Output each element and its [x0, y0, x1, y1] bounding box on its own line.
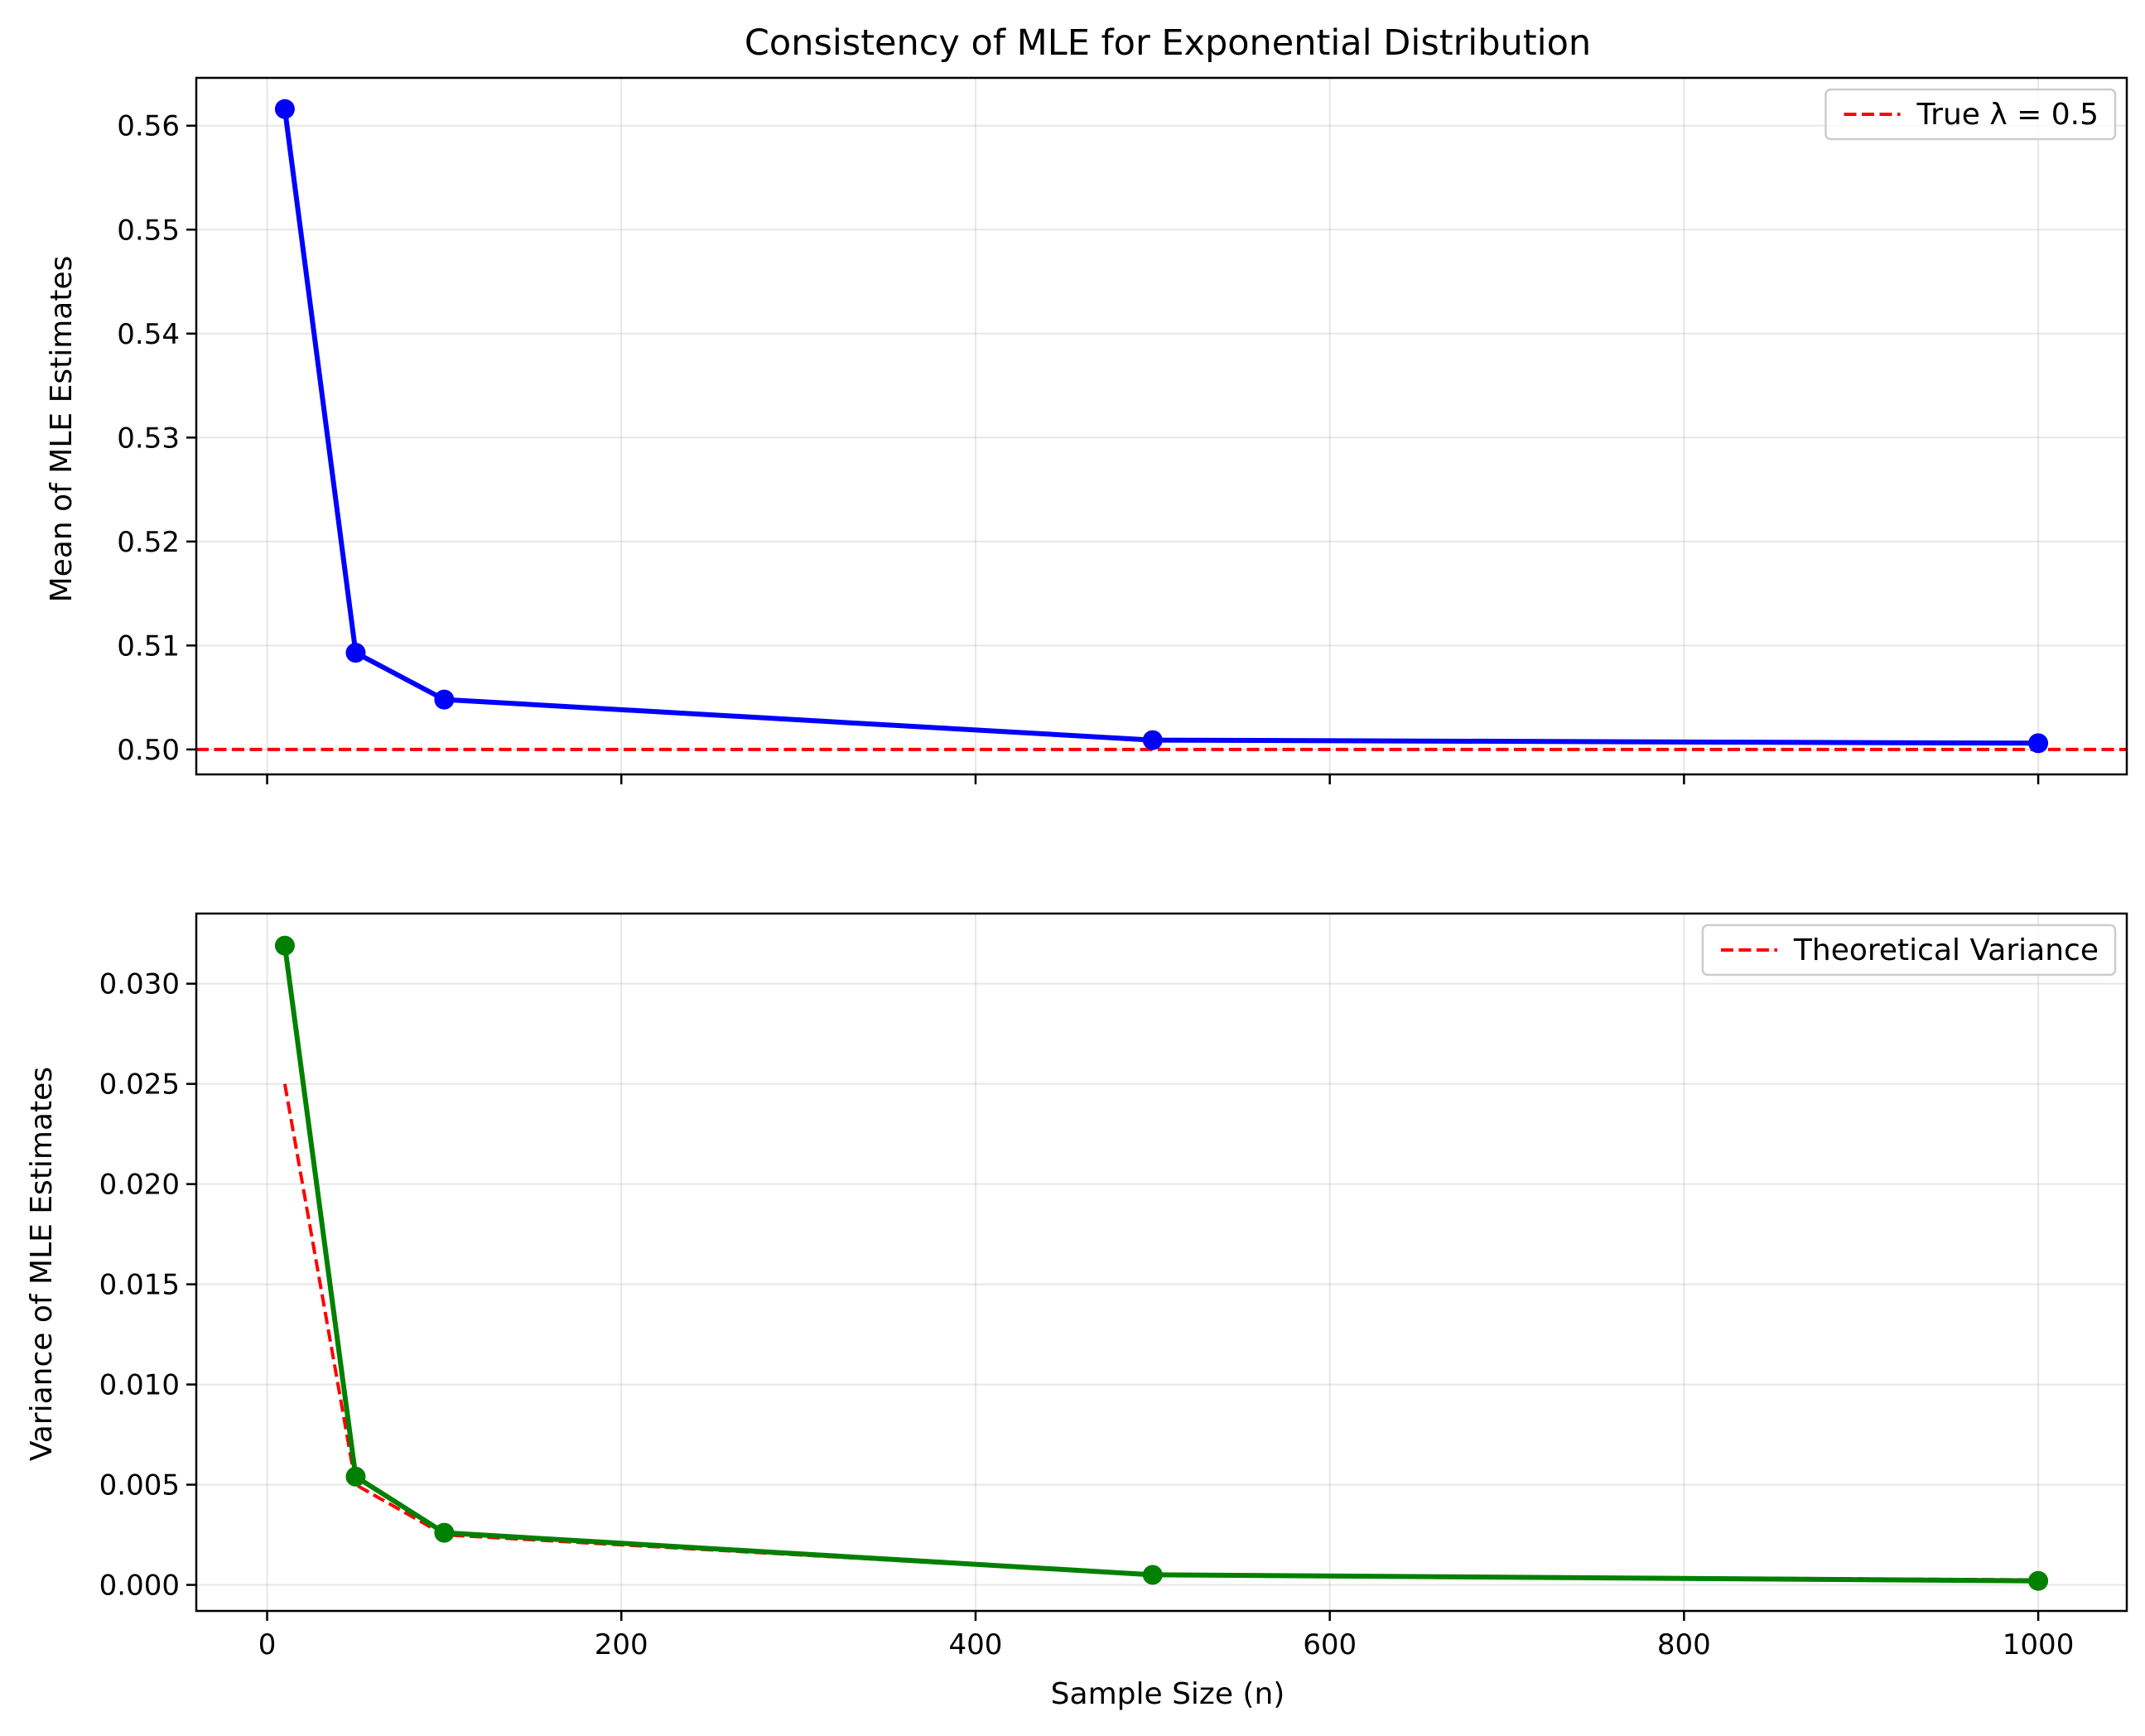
- variance-panel-xlabel: Sample Size (n): [1051, 1677, 1285, 1711]
- variance-legend: Theoretical Variance: [1701, 923, 2117, 976]
- mean-ytick-label: 0.52: [117, 526, 180, 559]
- variance-ytick-label: 0.025: [99, 1068, 180, 1102]
- mean-data-point: [274, 99, 295, 119]
- mean-panel-ylabel: Mean of MLE Estimates: [45, 256, 79, 603]
- mean-data-point: [1142, 730, 1163, 750]
- variance-xtick-label: 800: [1657, 1628, 1711, 1661]
- variance-data-point: [274, 935, 295, 956]
- variance-ytick-label: 0.020: [99, 1169, 180, 1202]
- variance-ytick-label: 0.005: [99, 1469, 180, 1502]
- variance-xtick-label: 400: [949, 1628, 1003, 1661]
- mean-data-point: [345, 643, 366, 663]
- variance-axes-frame: [195, 912, 2128, 1613]
- variance-ytick-label: 0.010: [99, 1369, 180, 1402]
- mean-legend-frame: [1824, 88, 2117, 141]
- variance-panel-ylabel: Variance of MLE Estimates: [25, 1067, 59, 1461]
- mean-ytick-label: 0.56: [117, 110, 180, 143]
- variance-data-point: [1142, 1565, 1163, 1585]
- mean-ytick-label: 0.50: [117, 734, 180, 767]
- mean-ytick-label: 0.51: [117, 629, 180, 663]
- variance-ytick-label: 0.015: [99, 1269, 180, 1302]
- variance-legend-frame: [1701, 923, 2117, 976]
- mean-legend-label: True λ = 0.5: [1916, 98, 2099, 132]
- mean-data-point: [2028, 733, 2049, 754]
- variance-xtick-label: 0: [258, 1628, 277, 1661]
- variance-xtick-label: 200: [595, 1628, 648, 1661]
- variance-ytick-label: 0.030: [99, 968, 180, 1001]
- variance-data-point: [2028, 1570, 2049, 1591]
- mean-ytick-label: 0.55: [117, 214, 180, 247]
- mean-ytick-label: 0.53: [117, 422, 180, 455]
- variance-xtick-label: 1000: [2003, 1628, 2075, 1661]
- mean-ytick-label: 0.54: [117, 318, 180, 351]
- mean-legend: True λ = 0.5: [1824, 88, 2117, 141]
- variance-data-point: [434, 1522, 455, 1543]
- variance-ytick-label: 0.000: [99, 1570, 180, 1603]
- variance-legend-label: Theoretical Variance: [1793, 933, 2099, 967]
- mean-data-point: [434, 689, 455, 710]
- mean-axes-frame: [195, 76, 2128, 776]
- variance-panel: Variance of MLE Estimates Sample Size (n…: [25, 912, 2128, 1711]
- mean-panel: Mean of MLE Estimates 0.50 0.51 0.52 0.53 0.…: [45, 76, 2128, 784]
- variance-data-point: [345, 1466, 366, 1487]
- variance-xtick-label: 600: [1303, 1628, 1357, 1661]
- chart-title: Consistency of MLE for Exponential Distr…: [745, 22, 1591, 64]
